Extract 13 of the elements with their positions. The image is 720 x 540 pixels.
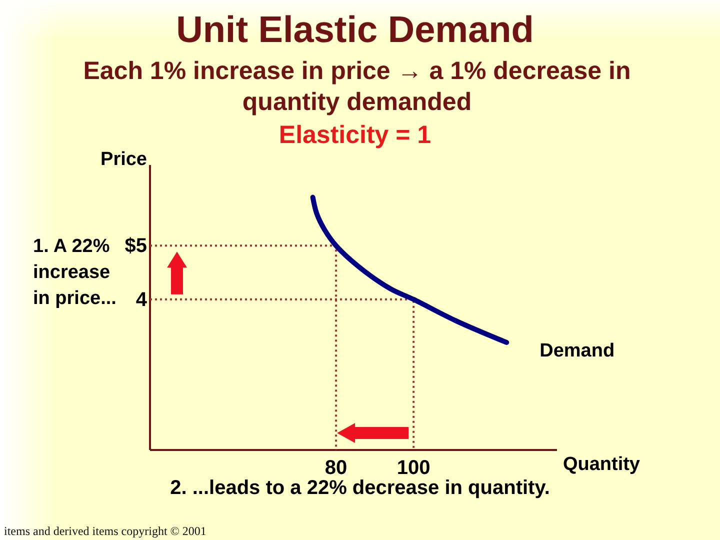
y-tick-label: $5	[124, 235, 147, 258]
series-label: Demand	[540, 340, 615, 362]
x-tick-label: 100	[396, 457, 430, 480]
x-axis-title: Quantity	[562, 454, 640, 475]
text: 2. ...leads to a 22% decrease in quantity.	[170, 477, 550, 499]
y-tick-label: 4	[136, 288, 148, 311]
text: 1. A 22% increase in price...	[33, 236, 116, 309]
text: Elasticity = 1	[278, 121, 432, 149]
y-axis-title: Price	[100, 149, 147, 170]
chart-subtitle: Each 1% increase in price → a 1% decrease in quantity demanded	[83, 57, 631, 116]
chart-title: Unit Elastic Demand	[176, 9, 534, 50]
x-tick-label: 80	[324, 457, 348, 480]
text: items and derived items copyright © 2001	[4, 524, 206, 538]
